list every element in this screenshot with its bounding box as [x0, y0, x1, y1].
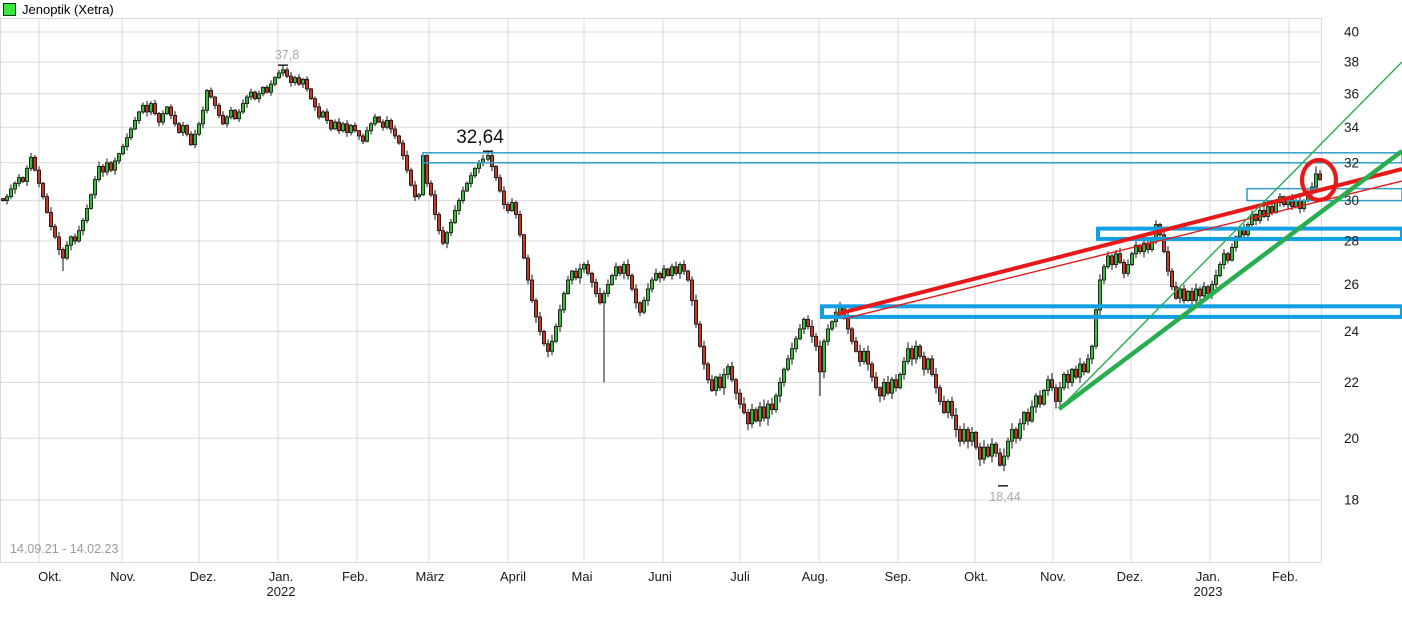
svg-text:Juni: Juni [648, 569, 672, 584]
legend-marker-icon [3, 3, 16, 16]
svg-text:Mai: Mai [572, 569, 593, 584]
legend-title: Jenoptik (Xetra) [22, 2, 114, 17]
svg-text:Okt.: Okt. [964, 569, 988, 584]
peak-price-label: 37,8 [274, 48, 300, 62]
svg-text:26: 26 [1344, 277, 1359, 292]
candles [0, 65, 1323, 472]
svg-text:2022: 2022 [267, 584, 296, 599]
low-price-label: 18,44 [989, 490, 1021, 504]
svg-text:22: 22 [1344, 375, 1359, 390]
svg-text:April: April [500, 569, 526, 584]
svg-text:36: 36 [1344, 86, 1359, 101]
svg-text:Feb.: Feb. [1272, 569, 1298, 584]
svg-text:Jan.: Jan. [269, 569, 294, 584]
svg-text:Dez.: Dez. [1117, 569, 1144, 584]
svg-text:24: 24 [1344, 324, 1360, 339]
svg-text:Nov.: Nov. [110, 569, 136, 584]
svg-text:Dez.: Dez. [190, 569, 217, 584]
svg-text:Sep.: Sep. [885, 569, 912, 584]
svg-text:März: März [416, 569, 445, 584]
gridlines [0, 18, 1322, 563]
highlight-circle [1299, 157, 1339, 203]
axis-labels: 40 38 36 34 32 30 28 26 24 22 20 18 Okt. Nov. Dez. Jan.… [38, 25, 1359, 599]
svg-text:Nov.: Nov. [1040, 569, 1066, 584]
svg-text:2023: 2023 [1194, 584, 1223, 599]
svg-text:Okt.: Okt. [38, 569, 62, 584]
svg-text:Juli: Juli [730, 569, 750, 584]
date-range-label: 14.09.21 - 14.02.23 [10, 542, 119, 556]
svg-text:Feb.: Feb. [342, 569, 368, 584]
svg-text:Jan.: Jan. [1196, 569, 1221, 584]
svg-text:38: 38 [1344, 55, 1359, 70]
resistance-price-label: 32,64 [456, 127, 504, 148]
svg-text:40: 40 [1344, 25, 1359, 40]
svg-text:Aug.: Aug. [802, 569, 829, 584]
legend: Jenoptik (Xetra) [3, 2, 114, 17]
svg-text:34: 34 [1344, 120, 1360, 135]
svg-text:30: 30 [1344, 193, 1359, 208]
svg-text:28: 28 [1344, 234, 1359, 249]
trendlines [836, 61, 1402, 411]
svg-text:18: 18 [1344, 493, 1359, 508]
extreme-ticks [278, 64, 1008, 487]
svg-text:32: 32 [1344, 155, 1359, 170]
svg-text:20: 20 [1344, 431, 1359, 446]
